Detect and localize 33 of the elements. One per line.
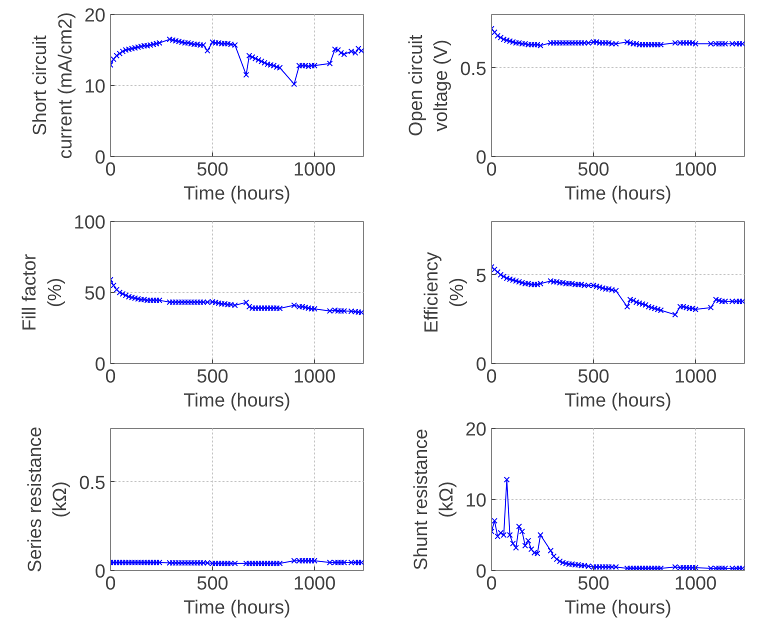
y-tick-label: 10: [84, 76, 106, 98]
x-axis-title: Time (hours): [564, 184, 672, 204]
x-axis-title: Time (hours): [564, 598, 672, 618]
x-tick-label: 500: [196, 366, 228, 388]
y-tick-label: 100: [74, 212, 106, 234]
y-axis-title: Fill factor (%): [20, 253, 66, 332]
y-tick-label: 20: [465, 420, 487, 440]
x-axis-title: Time (hours): [564, 390, 672, 412]
x-tick-label: 500: [196, 160, 228, 180]
x-axis-title: Time (hours): [184, 598, 290, 618]
x-tick-label: 1000: [674, 574, 717, 594]
x-axis-title: Time (hours): [184, 390, 290, 412]
x-tick-label: 1000: [293, 574, 336, 594]
y-tick-label: 50: [84, 284, 106, 304]
x-tick-label: 1000: [293, 160, 336, 180]
y-tick-label: 5: [476, 266, 487, 287]
y-axis-title: Shunt resistance (kΩ): [411, 428, 458, 570]
x-tick-label: 1000: [674, 366, 717, 388]
y-axis-title: Open circuit voltage (V): [406, 34, 452, 136]
x-tick-label: 500: [578, 160, 610, 180]
y-axis-title: Short circuit current (mA/cm2): [30, 12, 76, 159]
x-axis-title: Time (hours): [184, 184, 290, 204]
y-tick-label: 0.5: [460, 58, 487, 80]
y-tick-label: 20: [84, 6, 106, 26]
y-tick-label: 10: [465, 490, 487, 512]
x-tick-label: 1000: [293, 366, 336, 388]
y-tick-label: 0.5: [79, 472, 106, 494]
y-axis-title: Series resistance (kΩ): [24, 426, 72, 572]
x-tick-label: 500: [578, 366, 610, 388]
x-tick-label: 500: [578, 574, 610, 594]
y-axis-title: Efficiency (%): [422, 252, 468, 333]
x-tick-label: 500: [196, 574, 228, 594]
x-tick-label: 1000: [674, 160, 717, 180]
